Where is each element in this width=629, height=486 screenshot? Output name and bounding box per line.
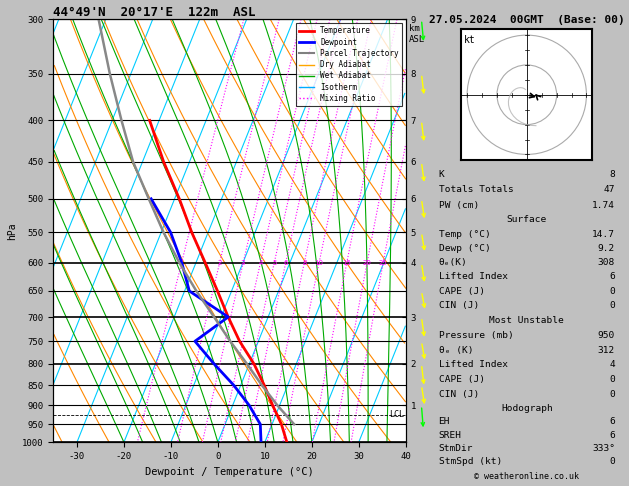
Text: Dewp (°C): Dewp (°C) bbox=[438, 244, 490, 253]
Text: 10: 10 bbox=[314, 260, 323, 266]
Text: 1.74: 1.74 bbox=[592, 201, 615, 210]
Text: SREH: SREH bbox=[438, 431, 462, 439]
Text: 1: 1 bbox=[179, 260, 184, 266]
Y-axis label: hPa: hPa bbox=[7, 222, 17, 240]
Text: 27.05.2024  00GMT  (Base: 00): 27.05.2024 00GMT (Base: 00) bbox=[429, 15, 625, 25]
Text: Surface: Surface bbox=[507, 215, 547, 225]
Text: kt: kt bbox=[464, 35, 476, 45]
Text: CIN (J): CIN (J) bbox=[438, 301, 479, 310]
Text: 0: 0 bbox=[610, 376, 615, 384]
Text: 333°: 333° bbox=[592, 444, 615, 452]
X-axis label: Dewpoint / Temperature (°C): Dewpoint / Temperature (°C) bbox=[145, 467, 314, 477]
Text: 0: 0 bbox=[610, 390, 615, 399]
Text: 15: 15 bbox=[342, 260, 351, 266]
Text: Lifted Index: Lifted Index bbox=[438, 272, 508, 281]
Text: © weatheronline.co.uk: © weatheronline.co.uk bbox=[474, 472, 579, 481]
Text: 3: 3 bbox=[241, 260, 245, 266]
Text: Totals Totals: Totals Totals bbox=[438, 185, 513, 194]
Text: EH: EH bbox=[438, 417, 450, 426]
Text: LCL: LCL bbox=[389, 410, 404, 419]
Text: km
ASL: km ASL bbox=[409, 24, 425, 44]
Text: Hodograph: Hodograph bbox=[501, 404, 553, 413]
Text: θₑ (K): θₑ (K) bbox=[438, 346, 473, 354]
Text: K: K bbox=[438, 170, 444, 179]
Text: Temp (°C): Temp (°C) bbox=[438, 230, 490, 239]
Text: 4: 4 bbox=[610, 361, 615, 369]
Text: 5: 5 bbox=[272, 260, 276, 266]
Text: Pressure (mb): Pressure (mb) bbox=[438, 330, 513, 340]
Text: 9.2: 9.2 bbox=[598, 244, 615, 253]
Text: 6: 6 bbox=[610, 417, 615, 426]
Text: 14.7: 14.7 bbox=[592, 230, 615, 239]
Text: 2: 2 bbox=[218, 260, 222, 266]
Text: 47: 47 bbox=[604, 185, 615, 194]
Text: PW (cm): PW (cm) bbox=[438, 201, 479, 210]
Text: CIN (J): CIN (J) bbox=[438, 390, 479, 399]
Text: 312: 312 bbox=[598, 346, 615, 354]
Text: CAPE (J): CAPE (J) bbox=[438, 376, 484, 384]
Text: 4: 4 bbox=[259, 260, 262, 266]
Legend: Temperature, Dewpoint, Parcel Trajectory, Dry Adiabat, Wet Adiabat, Isotherm, Mi: Temperature, Dewpoint, Parcel Trajectory… bbox=[296, 23, 402, 106]
Text: 308: 308 bbox=[598, 258, 615, 267]
Text: 25: 25 bbox=[379, 260, 387, 266]
Text: Lifted Index: Lifted Index bbox=[438, 361, 508, 369]
Text: 8: 8 bbox=[302, 260, 306, 266]
Text: 6: 6 bbox=[610, 431, 615, 439]
Text: StmDir: StmDir bbox=[438, 444, 473, 452]
Text: CAPE (J): CAPE (J) bbox=[438, 287, 484, 295]
Text: θₑ(K): θₑ(K) bbox=[438, 258, 467, 267]
Text: 44°49'N  20°17'E  122m  ASL: 44°49'N 20°17'E 122m ASL bbox=[53, 6, 256, 19]
Text: StmSpd (kt): StmSpd (kt) bbox=[438, 457, 502, 466]
Text: 0: 0 bbox=[610, 457, 615, 466]
Text: 20: 20 bbox=[362, 260, 372, 266]
Text: 6: 6 bbox=[284, 260, 288, 266]
Text: Most Unstable: Most Unstable bbox=[489, 315, 564, 325]
Text: 950: 950 bbox=[598, 330, 615, 340]
Text: 8: 8 bbox=[610, 170, 615, 179]
Text: 0: 0 bbox=[610, 287, 615, 295]
Text: 6: 6 bbox=[610, 272, 615, 281]
Text: 0: 0 bbox=[610, 301, 615, 310]
